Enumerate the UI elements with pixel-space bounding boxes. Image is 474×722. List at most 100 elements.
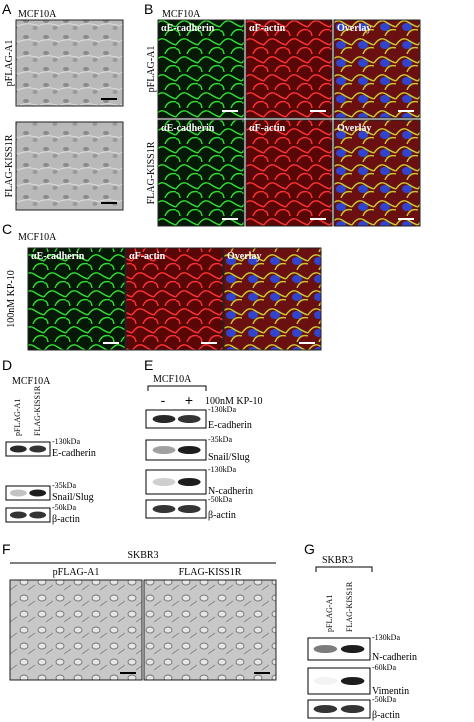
- micrograph: [245, 119, 333, 227]
- panel-label: A: [2, 1, 12, 17]
- band: [152, 478, 176, 486]
- panel-label: C: [2, 221, 12, 237]
- row-label: pFLAG-A1: [4, 40, 15, 87]
- cell-line: SKBR3: [322, 555, 353, 566]
- stain-label: Overlay: [337, 123, 371, 134]
- micrograph: [157, 19, 245, 119]
- protein-label: N-cadherin: [208, 486, 253, 497]
- protein-label: Snail/Slug: [208, 452, 250, 463]
- blot-strip: [307, 699, 371, 719]
- size-marker: -130kDa: [52, 437, 80, 446]
- protein-label: Snail/Slug: [52, 492, 94, 503]
- stain-label: Overlay: [227, 251, 261, 262]
- cell-line: MCF10A: [18, 232, 57, 243]
- band: [29, 511, 47, 519]
- blot-strip: [5, 507, 51, 523]
- micrograph: [333, 119, 421, 227]
- stain-label: αF-actin: [249, 23, 286, 34]
- band: [340, 677, 365, 685]
- protein-label: N-cadherin: [372, 652, 417, 663]
- panel-label: G: [304, 541, 315, 557]
- size-marker: -60kDa: [372, 663, 396, 672]
- band: [152, 505, 176, 513]
- band: [29, 489, 47, 497]
- size-marker: -50kDa: [208, 495, 232, 504]
- protein-label: Vimentin: [372, 686, 409, 697]
- stain-label: αF-actin: [129, 251, 166, 262]
- blot-strip: [145, 439, 207, 461]
- band: [9, 511, 27, 519]
- row-label: 100nM KP-10: [6, 270, 17, 328]
- band: [9, 489, 27, 497]
- band: [177, 505, 201, 513]
- bracket: [147, 385, 207, 391]
- band: [340, 705, 365, 713]
- lane-label: -: [161, 392, 166, 408]
- blot-strip: [145, 409, 207, 429]
- row-label: FLAG-KISS1R: [146, 141, 157, 204]
- micrograph: [157, 119, 245, 227]
- cell-line: SKBR3: [127, 550, 158, 561]
- band: [340, 645, 365, 653]
- column-label: FLAG-KISS1R: [179, 567, 242, 578]
- protein-label: β-actin: [372, 710, 400, 721]
- protein-label: E-cadherin: [208, 420, 252, 431]
- micrograph: [125, 247, 224, 351]
- lane-label: FLAG-KISS1R: [345, 581, 354, 632]
- panel-label: E: [144, 357, 153, 373]
- micrograph: [143, 579, 277, 681]
- row-label: pFLAG-A1: [146, 46, 157, 93]
- blot-strip: [145, 499, 207, 519]
- panel-label: D: [2, 357, 12, 373]
- cell-line: MCF10A: [153, 374, 192, 385]
- micrograph: [333, 19, 421, 119]
- band: [313, 645, 338, 653]
- micrograph: [15, 121, 124, 211]
- row-label: FLAG-KISS1R: [4, 134, 15, 197]
- micrograph: [9, 579, 143, 681]
- size-marker: -35kDa: [52, 481, 76, 490]
- band: [177, 415, 201, 423]
- protein-label: β-actin: [208, 510, 236, 521]
- stain-label: αE-cadherin: [31, 251, 85, 262]
- lane-label: pFLAG-A1: [13, 399, 22, 436]
- panel-label: F: [2, 541, 11, 557]
- size-marker: -130kDa: [208, 405, 236, 414]
- stain-label: αE-cadherin: [161, 123, 215, 134]
- protein-label: E-cadherin: [52, 448, 96, 459]
- panel-label: B: [144, 1, 153, 17]
- band: [177, 446, 201, 454]
- protein-label: β-actin: [52, 514, 80, 525]
- band: [313, 677, 338, 685]
- cell-line: MCF10A: [18, 9, 57, 20]
- blot-strip: [307, 637, 371, 661]
- band: [177, 478, 201, 486]
- micrograph: [27, 247, 126, 351]
- column-label: pFLAG-A1: [53, 567, 100, 578]
- treatment-label: 100nM KP-10: [205, 396, 263, 407]
- band: [152, 415, 176, 423]
- cell-line: MCF10A: [162, 9, 201, 20]
- band: [313, 705, 338, 713]
- size-marker: -130kDa: [208, 465, 236, 474]
- micrograph: [15, 19, 124, 107]
- size-marker: -50kDa: [52, 503, 76, 512]
- lane-label: +: [185, 392, 193, 408]
- size-marker: -130kDa: [372, 633, 400, 642]
- lane-label: pFLAG-A1: [325, 595, 334, 632]
- stain-label: Overlay: [337, 23, 371, 34]
- band: [152, 446, 176, 454]
- lane-label: FLAG-KISS1R: [33, 385, 42, 436]
- micrograph: [245, 19, 333, 119]
- blot-strip: [5, 441, 51, 457]
- micrograph: [223, 247, 322, 351]
- size-marker: -50kDa: [372, 695, 396, 704]
- cell-line: MCF10A: [12, 376, 51, 387]
- band: [9, 445, 27, 453]
- size-marker: -35kDa: [208, 435, 232, 444]
- blot-strip: [5, 485, 51, 501]
- band: [29, 445, 47, 453]
- stain-label: αE-cadherin: [161, 23, 215, 34]
- stain-label: αF-actin: [249, 123, 286, 134]
